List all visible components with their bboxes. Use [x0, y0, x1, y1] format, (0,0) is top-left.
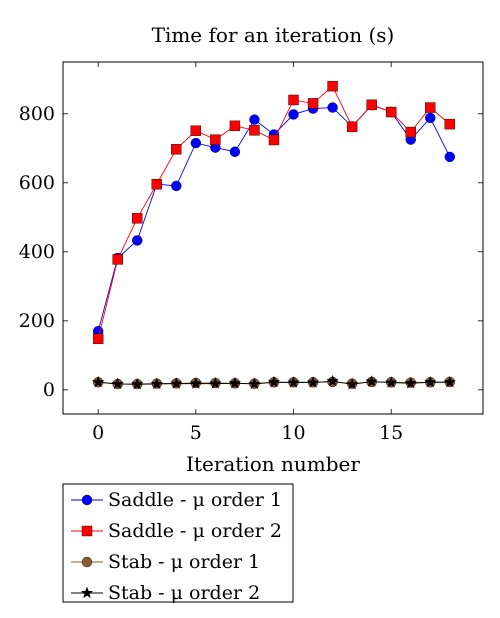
series-1-point: [191, 138, 201, 148]
legend-label: Stab - μ order 2: [108, 582, 260, 604]
series-1-point: [289, 109, 299, 119]
series-1-point: [171, 181, 181, 191]
series-2-point: [113, 254, 123, 264]
series-2-point: [406, 127, 416, 137]
series-1-point: [132, 235, 142, 245]
y-tick-label: 0: [43, 379, 55, 401]
series-2-point: [347, 122, 357, 132]
series-2-point: [386, 107, 396, 117]
series-2-point: [152, 179, 162, 189]
legend-label: Saddle - μ order 1: [108, 489, 282, 511]
series-2-point: [328, 81, 338, 91]
series-2-point: [171, 144, 181, 154]
series-2-point: [269, 135, 279, 145]
series-2-point: [367, 100, 377, 110]
series-2-point: [191, 126, 201, 136]
chart-title: Time for an iteration (s): [152, 23, 395, 47]
series-2-line: [98, 86, 450, 339]
series-1-point: [445, 152, 455, 162]
y-tick-label: 400: [19, 241, 55, 263]
legend-marker: [82, 526, 92, 536]
series-2-point: [210, 135, 220, 145]
series-2-point: [445, 119, 455, 129]
legend: Saddle - μ order 1 Saddle - μ order 2 Stab…: [63, 484, 293, 604]
series-2-point: [93, 334, 103, 344]
legend-marker: [82, 557, 92, 567]
series-1-point: [230, 147, 240, 157]
plot-area: [93, 81, 455, 389]
series-2-point: [425, 103, 435, 113]
y-tick-label: 600: [19, 172, 55, 194]
y-tick-label: 200: [19, 310, 55, 332]
series-2-point: [249, 125, 259, 135]
series-1-point: [328, 103, 338, 113]
x-tick-label: 10: [281, 422, 305, 444]
plot-frame: [63, 62, 483, 414]
series-2-point: [308, 98, 318, 108]
series-2-point: [132, 213, 142, 223]
x-tick-label: 15: [379, 422, 403, 444]
series-2-point: [230, 121, 240, 131]
y-tick-label: 800: [19, 103, 55, 125]
legend-label: Saddle - μ order 2: [108, 520, 282, 542]
x-axis-label: Iteration number: [186, 452, 360, 476]
x-tick-label: 0: [92, 422, 104, 444]
series-1-point: [249, 115, 259, 125]
x-tick-label: 5: [190, 422, 202, 444]
legend-label: Stab - μ order 1: [108, 551, 260, 573]
legend-marker: [82, 495, 92, 505]
series-1-point: [425, 113, 435, 123]
series-2-point: [289, 95, 299, 105]
